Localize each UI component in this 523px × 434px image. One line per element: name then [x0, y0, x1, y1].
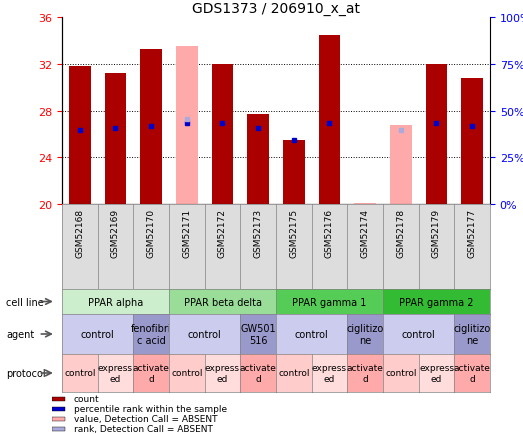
Text: activate
d: activate d — [240, 363, 277, 383]
Text: GSM52169: GSM52169 — [111, 209, 120, 258]
Text: express
ed: express ed — [419, 363, 454, 383]
Text: value, Detection Call = ABSENT: value, Detection Call = ABSENT — [74, 414, 217, 424]
Bar — [426, 65, 447, 204]
Text: agent: agent — [6, 329, 35, 339]
Bar — [390, 125, 412, 204]
Text: control: control — [385, 368, 417, 378]
Text: PPAR gamma 1: PPAR gamma 1 — [292, 297, 367, 307]
Text: percentile rank within the sample: percentile rank within the sample — [74, 404, 227, 414]
Bar — [212, 65, 233, 204]
Text: protocol: protocol — [6, 368, 46, 378]
Text: GSM52173: GSM52173 — [254, 209, 263, 258]
Text: GSM52172: GSM52172 — [218, 209, 227, 258]
Bar — [461, 79, 483, 204]
Text: GSM52168: GSM52168 — [75, 209, 84, 258]
Text: control: control — [81, 329, 115, 339]
Text: activate
d: activate d — [454, 363, 491, 383]
Bar — [52, 407, 65, 411]
Text: activate
d: activate d — [133, 363, 169, 383]
Text: GSM52174: GSM52174 — [361, 209, 370, 258]
Text: control: control — [278, 368, 310, 378]
Text: PPAR beta delta: PPAR beta delta — [184, 297, 262, 307]
Text: GSM52171: GSM52171 — [183, 209, 191, 258]
Text: count: count — [74, 395, 99, 404]
Text: express
ed: express ed — [98, 363, 133, 383]
Bar — [52, 397, 65, 401]
Text: GSM52175: GSM52175 — [289, 209, 298, 258]
Bar — [176, 47, 198, 204]
Bar — [52, 417, 65, 421]
Text: control: control — [295, 329, 328, 339]
Text: express
ed: express ed — [312, 363, 347, 383]
Title: GDS1373 / 206910_x_at: GDS1373 / 206910_x_at — [192, 2, 360, 16]
Text: GSM52176: GSM52176 — [325, 209, 334, 258]
Text: GSM52178: GSM52178 — [396, 209, 405, 258]
Text: control: control — [402, 329, 436, 339]
Text: ciglitizo
ne: ciglitizo ne — [453, 323, 491, 345]
Bar — [319, 36, 340, 204]
Text: PPAR alpha: PPAR alpha — [88, 297, 143, 307]
Text: rank, Detection Call = ABSENT: rank, Detection Call = ABSENT — [74, 424, 213, 434]
Bar — [141, 49, 162, 204]
Bar — [283, 140, 304, 204]
Text: GSM52177: GSM52177 — [468, 209, 476, 258]
Text: PPAR gamma 2: PPAR gamma 2 — [399, 297, 474, 307]
Text: GSM52170: GSM52170 — [146, 209, 156, 258]
Text: control: control — [188, 329, 222, 339]
Bar — [69, 67, 90, 204]
Text: GW501
516: GW501 516 — [241, 323, 276, 345]
Bar — [105, 74, 126, 204]
Text: GSM52179: GSM52179 — [432, 209, 441, 258]
Text: control: control — [171, 368, 202, 378]
Text: fenofibri
c acid: fenofibri c acid — [131, 323, 172, 345]
Text: express
ed: express ed — [205, 363, 240, 383]
Text: cell line: cell line — [6, 297, 44, 307]
Bar — [247, 115, 269, 204]
Text: ciglitizo
ne: ciglitizo ne — [347, 323, 384, 345]
Bar — [52, 427, 65, 431]
Text: control: control — [64, 368, 96, 378]
Text: activate
d: activate d — [347, 363, 383, 383]
